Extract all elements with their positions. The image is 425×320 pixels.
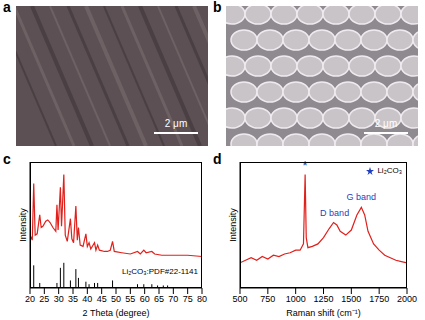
svg-text:50: 50 <box>111 294 121 304</box>
svg-text:Raman shift (cm⁻¹): Raman shift (cm⁻¹) <box>286 308 361 318</box>
svg-text:65: 65 <box>154 294 164 304</box>
svg-text:Intensity: Intensity <box>18 208 28 242</box>
svg-text:D band: D band <box>320 208 349 218</box>
svg-text:2 μm: 2 μm <box>375 118 397 129</box>
svg-text:750: 750 <box>260 294 275 304</box>
svg-text:1250: 1250 <box>313 294 333 304</box>
svg-text:75: 75 <box>183 294 193 304</box>
svg-text:2 Theta (degree): 2 Theta (degree) <box>83 308 150 318</box>
svg-text:G band: G band <box>347 192 377 202</box>
html-text:a: a <box>3 0 11 15</box>
svg-text:Intensity: Intensity <box>228 208 238 242</box>
svg-text:60: 60 <box>140 294 150 304</box>
svg-text:80: 80 <box>197 294 207 304</box>
svg-text:45: 45 <box>97 294 107 304</box>
svg-text:1000: 1000 <box>286 294 306 304</box>
html-text:b: b <box>213 0 222 15</box>
html-text:c: c <box>3 151 11 167</box>
svg-text:30: 30 <box>54 294 64 304</box>
html-text:d: d <box>213 151 222 167</box>
svg-text:25: 25 <box>39 294 49 304</box>
svg-text:1750: 1750 <box>369 294 389 304</box>
svg-text:2 μm: 2 μm <box>165 118 187 129</box>
svg-text:1500: 1500 <box>341 294 361 304</box>
svg-text:70: 70 <box>168 294 178 304</box>
html-text:Li₂CO₃: Li₂CO₃ <box>377 166 402 175</box>
svg-text:40: 40 <box>82 294 92 304</box>
svg-text:2000: 2000 <box>397 294 417 304</box>
svg-text:20: 20 <box>25 294 35 304</box>
svg-text:55: 55 <box>125 294 135 304</box>
svg-text:*: * <box>303 158 308 173</box>
svg-text:35: 35 <box>68 294 78 304</box>
html-text:Li₂CO₃:PDF#22-1141: Li₂CO₃:PDF#22-1141 <box>122 266 198 276</box>
svg-text:500: 500 <box>232 294 247 304</box>
